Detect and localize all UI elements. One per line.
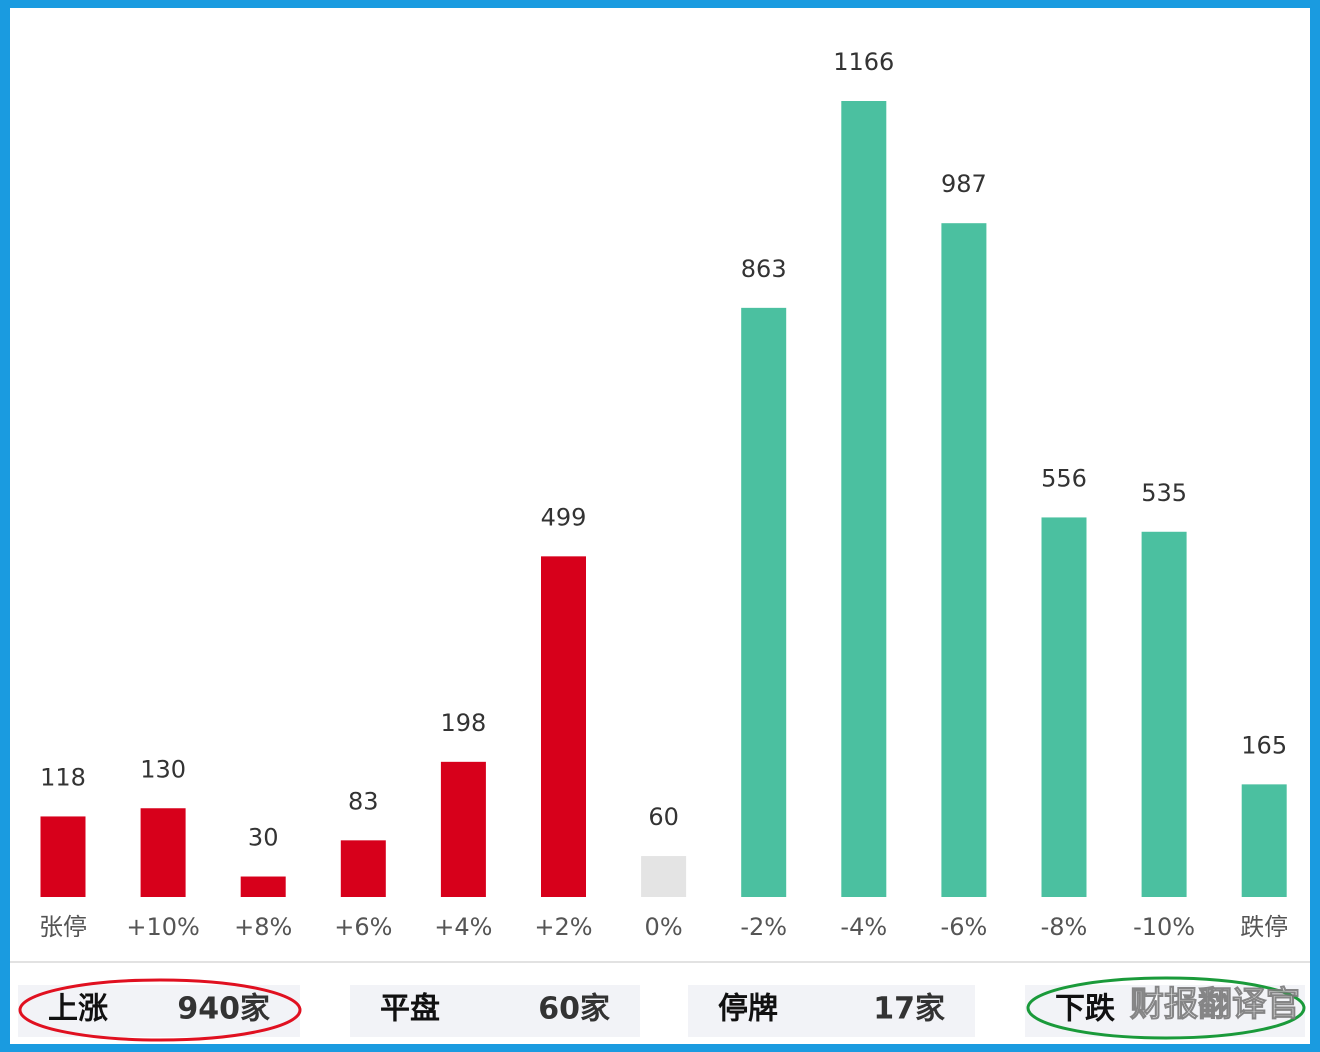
summary-value: 940家 [177,992,270,1027]
x-tick-label: +4% [434,913,492,941]
summary-label: 下跌 [1055,992,1115,1027]
highlight-ring [1026,976,1306,1040]
x-tick-label: +2% [534,913,592,941]
value-label: 130 [140,755,186,783]
bar [340,840,386,897]
value-label: 83 [348,787,379,815]
value-label: 165 [1241,731,1287,759]
bar [40,816,86,897]
value-label: 1166 [833,48,894,76]
x-tick-label: -4% [840,913,887,941]
bar [1041,517,1087,897]
x-tick-label: -10% [1133,913,1195,941]
bar [741,307,787,897]
x-tick-label: +10% [126,913,199,941]
summary-value: 17家 [873,992,945,1027]
summary-label: 停牌 [718,992,778,1027]
x-tick-label: 跌停 [1240,913,1288,941]
summary-box [350,985,640,1037]
bar [140,808,186,897]
summary-box [18,985,300,1037]
summary-value: 60家 [538,992,610,1027]
highlight-ring [18,978,302,1042]
summary-label: 平盘 [380,992,440,1027]
summary-row: 上涨 940家 平盘 60家 停牌 17家 下跌 财报翻译官 [18,976,1306,1042]
x-tick-label: 0% [645,913,683,941]
bar [1241,784,1287,897]
value-label: 556 [1041,464,1087,492]
bar [541,556,586,897]
bar [941,223,987,897]
bar [240,876,286,897]
value-label: 863 [741,255,787,283]
bar [1141,531,1187,897]
x-tick-label: -8% [1041,913,1088,941]
x-tick-label: -6% [941,913,988,941]
bar [841,101,887,897]
x-tick-label: -2% [740,913,787,941]
value-label: 499 [541,503,587,531]
value-label: 198 [440,709,486,737]
value-label: 60 [648,803,679,831]
summary-box [688,985,975,1037]
value-label: 535 [1141,479,1187,507]
value-label: 118 [40,763,86,791]
summary-label: 上涨 [48,992,108,1027]
summary-box [1025,985,1305,1037]
bar [641,856,687,897]
x-tick-label: +8% [234,913,292,941]
watermark: 财报翻译官 [1130,985,1300,1025]
x-tick-label: +6% [334,913,392,941]
value-label: 987 [941,170,987,198]
x-tick-label: 张停 [39,913,87,941]
value-label: 30 [248,824,279,852]
bar [440,761,486,897]
